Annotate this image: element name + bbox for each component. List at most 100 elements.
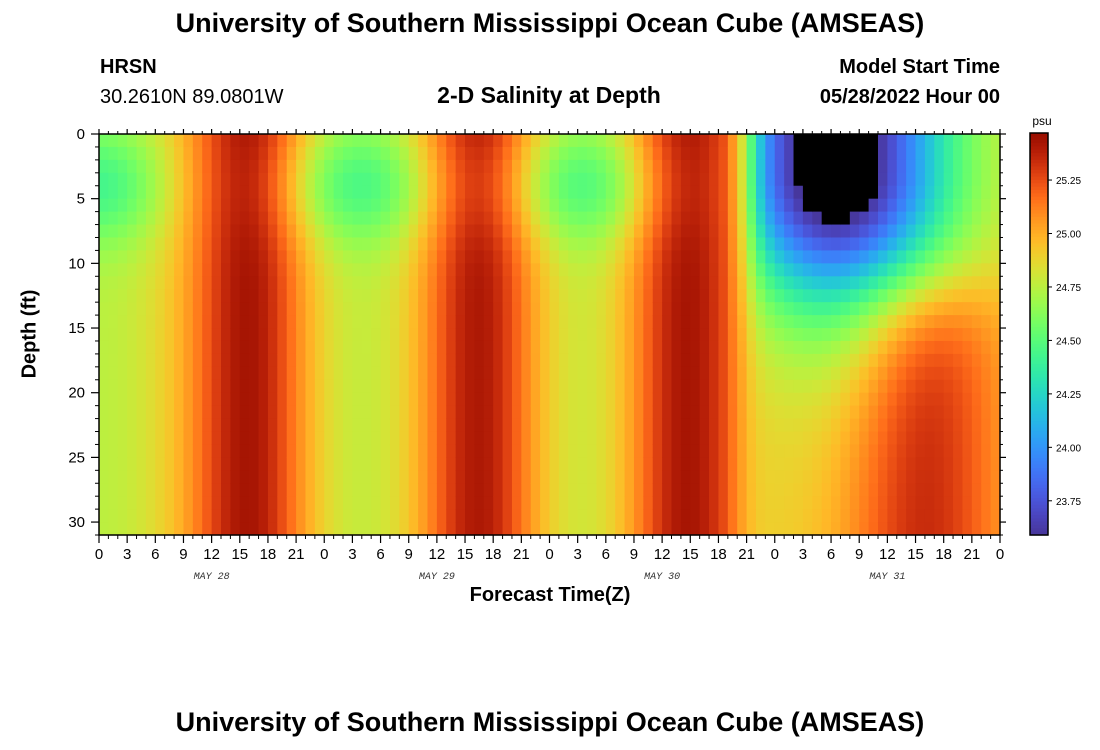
heatmap-cell xyxy=(474,224,485,239)
heatmap-cell xyxy=(493,134,504,148)
heatmap-cell xyxy=(812,198,823,213)
heatmap-cell xyxy=(164,211,175,226)
heatmap-cell xyxy=(399,211,410,226)
heatmap-cell xyxy=(483,496,494,510)
heatmap-cell xyxy=(530,185,541,200)
heatmap-cell xyxy=(831,483,842,497)
heatmap-cell xyxy=(924,457,935,471)
heatmap-cell xyxy=(521,444,532,458)
heatmap-cell xyxy=(737,185,748,200)
heatmap-cell xyxy=(755,392,766,407)
colorbar-swatch xyxy=(1030,397,1048,402)
heatmap-cell xyxy=(192,211,203,226)
heatmap-cell xyxy=(446,366,457,381)
heatmap-cell xyxy=(859,483,870,497)
heatmap-cell xyxy=(774,496,785,510)
heatmap-cell xyxy=(127,146,138,161)
heatmap-cell xyxy=(343,470,354,484)
heatmap-cell xyxy=(446,315,457,329)
heatmap-cell xyxy=(277,211,288,226)
heatmap-cell xyxy=(361,289,372,303)
heatmap-cell xyxy=(680,328,691,342)
heatmap-cell xyxy=(737,328,748,342)
colorbar-swatch xyxy=(1030,176,1048,181)
heatmap-cell xyxy=(765,431,776,446)
heatmap-cell xyxy=(502,379,513,394)
heatmap-cell xyxy=(418,483,429,497)
heatmap-cell xyxy=(587,185,598,200)
colorbar-swatch xyxy=(1030,236,1048,241)
heatmap-cell xyxy=(145,405,156,420)
heatmap-cell xyxy=(145,185,156,200)
heatmap-cell xyxy=(155,237,166,252)
heatmap-cell xyxy=(821,353,832,368)
heatmap-cell xyxy=(155,353,166,368)
colorbar-swatch xyxy=(1030,421,1048,426)
colorbar-swatch xyxy=(1030,213,1048,218)
colorbar-swatch xyxy=(1030,230,1048,235)
heatmap-cell xyxy=(502,224,513,239)
heatmap-cell xyxy=(258,134,269,148)
heatmap-cell xyxy=(953,405,964,420)
heatmap-cell xyxy=(558,276,569,290)
heatmap-cell xyxy=(558,340,569,355)
heatmap-cell xyxy=(267,353,278,368)
heatmap-cell xyxy=(718,198,729,213)
heatmap-cell xyxy=(868,185,879,200)
heatmap-cell xyxy=(230,405,241,420)
heatmap-cell xyxy=(221,211,231,226)
heatmap-cell xyxy=(840,522,851,536)
heatmap-cell xyxy=(962,198,973,213)
heatmap-cell xyxy=(887,431,898,446)
heatmap-cell xyxy=(371,263,382,277)
heatmap-cell xyxy=(202,289,213,303)
heatmap-cell xyxy=(474,483,485,497)
heatmap-cell xyxy=(511,328,522,342)
heatmap-cell xyxy=(465,185,476,200)
heatmap-cell xyxy=(652,134,663,148)
heatmap-cell xyxy=(906,483,917,497)
heatmap-cell xyxy=(587,315,598,329)
heatmap-cell xyxy=(136,224,147,239)
heatmap-cell xyxy=(436,522,447,536)
heatmap-cell xyxy=(784,263,795,277)
heatmap-cell xyxy=(324,366,335,381)
heatmap-cell xyxy=(230,211,241,226)
heatmap-cell xyxy=(821,522,832,536)
heatmap-cell xyxy=(455,250,466,264)
heatmap-cell xyxy=(136,509,147,523)
heatmap-cell xyxy=(530,198,541,213)
heatmap-cell xyxy=(953,431,964,446)
heatmap-cell xyxy=(887,496,898,510)
heatmap-cell xyxy=(934,263,945,277)
heatmap-cell xyxy=(211,250,222,264)
heatmap-cell xyxy=(971,340,982,355)
heatmap-cell xyxy=(530,457,541,471)
heatmap-cell xyxy=(343,522,354,536)
heatmap-cell xyxy=(568,198,579,213)
heatmap-cell xyxy=(427,237,438,252)
colorbar-swatch xyxy=(1030,528,1048,533)
heatmap-cell xyxy=(380,522,391,536)
heatmap-cell xyxy=(324,457,335,471)
heatmap-cell xyxy=(361,379,372,394)
heatmap-cell xyxy=(455,522,466,536)
heatmap-cell xyxy=(483,146,494,161)
heatmap-cell xyxy=(540,496,551,510)
heatmap-cell xyxy=(145,496,156,510)
heatmap-cell xyxy=(521,379,532,394)
heatmap-cell xyxy=(174,392,185,407)
heatmap-cell xyxy=(652,470,663,484)
heatmap-cell xyxy=(774,509,785,523)
heatmap-cell xyxy=(502,198,513,213)
heatmap-cell xyxy=(418,444,429,458)
heatmap-cell xyxy=(249,134,260,148)
heatmap-cell xyxy=(436,431,447,446)
heatmap-cell xyxy=(596,457,607,471)
heatmap-cell xyxy=(493,224,504,239)
heatmap-cell xyxy=(202,250,213,264)
heatmap-cell xyxy=(455,237,466,252)
heatmap-cell xyxy=(934,302,945,316)
heatmap-cell xyxy=(859,237,870,252)
heatmap-cell xyxy=(558,483,569,497)
